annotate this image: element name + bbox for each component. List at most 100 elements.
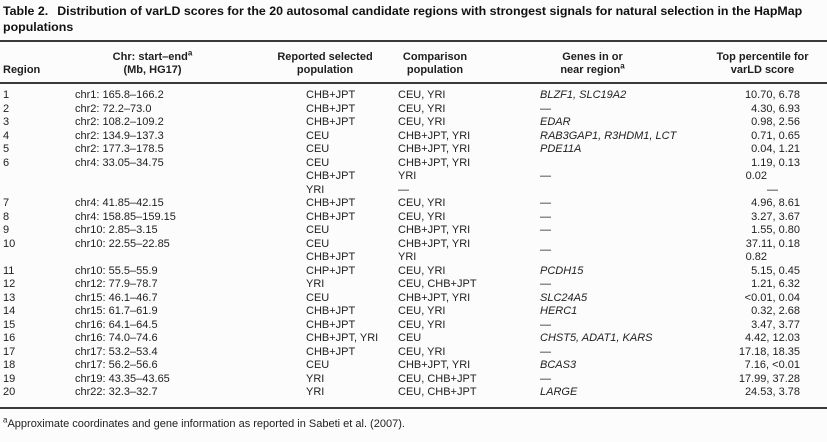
title-divider	[0, 40, 827, 42]
selected-population-cell: YRI	[306, 278, 325, 290]
region-cell: 19	[3, 372, 16, 385]
selected-population-cell: YRI	[306, 372, 325, 385]
population-line: CHB+JPT CEU, YRI	[306, 89, 540, 103]
population-lines: CHP+JPT CEU, YRI	[306, 265, 540, 279]
percentile-value: 0.71, 0.65	[751, 129, 800, 142]
population-line: CHB+JPT CEU, YRI	[306, 197, 540, 211]
selected-population-cell: CEU	[306, 156, 330, 169]
gene-names: RAB3GAP1, R3HDM1, LCT	[540, 129, 677, 142]
table-title: Table 2. Distribution of varLD scores for…	[0, 0, 827, 35]
percentile-cell: 4.96, 8.61	[700, 197, 827, 211]
region-cell: 12	[3, 278, 16, 290]
genes-cell: —	[540, 238, 700, 265]
region-cell: 9	[3, 224, 10, 236]
percentile-cell: 17.18, 18.35	[700, 346, 827, 360]
comparison-population-cell: YRI	[398, 170, 417, 182]
population-line: CEU CHB+JPT, YRI	[306, 143, 540, 157]
percentile-cell: 5.15, 0.45	[700, 265, 827, 279]
table-row: 11 chr10: 55.5–55.9 CHP+JPT CEU, YRI PCDH15 5…	[0, 265, 827, 279]
table-row: 6 chr4: 33.05–34.75 CEU CHB+JPT, YRI CHB+JPT…	[0, 157, 827, 198]
percentile-cell: 3.47, 3.77	[700, 319, 827, 333]
selected-header-line2: population	[296, 64, 354, 76]
percentile-value: 3.27, 3.67	[751, 210, 800, 223]
gene-names: —	[540, 244, 551, 257]
genes-cell: —	[540, 197, 700, 211]
genes-cell: RAB3GAP1, R3HDM1, LCT	[540, 130, 700, 144]
chr-range-cell: chr19: 43.35–43.65	[75, 372, 170, 385]
percentile-value: 1.21, 6.32	[751, 278, 800, 290]
percentile-value: 3.47, 3.77	[751, 318, 800, 331]
comparison-population-cell: CEU, YRI	[398, 102, 446, 115]
table-caption-text: Distribution of varLD scores for the 20 …	[3, 4, 803, 34]
comparison-header-line1: Comparison	[402, 51, 468, 63]
table-row: 13 chr15: 46.1–46.7 CEU CHB+JPT, YRI SLC24A5…	[0, 292, 827, 306]
percentile-value: 1.55, 0.80	[751, 224, 800, 236]
genes-header-footnote-marker: a	[620, 61, 625, 71]
population-lines: CHB+JPT CEU, YRI	[306, 346, 540, 360]
chr-range-cell: chr16: 74.0–74.6	[75, 332, 158, 344]
selected-population-cell: CHB+JPT	[306, 170, 356, 182]
col-header-selected-population: Reported selected population	[250, 51, 400, 77]
comparison-population-cell: CEU	[398, 332, 422, 344]
selected-population-cell: CHP+JPT	[306, 264, 356, 277]
percentile-header-line1: Top percentile for	[716, 51, 809, 63]
table-row: 15 chr16: 64.1–64.5 CHB+JPT CEU, YRI — 3.47, …	[0, 319, 827, 333]
genes-cell: CHST5, ADAT1, KARS	[540, 332, 700, 346]
genes-cell: —	[540, 224, 700, 238]
region-cell: 20	[3, 386, 16, 398]
percentile-value: 0.04, 1.21	[751, 143, 800, 155]
region-cell: 3	[3, 116, 10, 128]
percentile-cell: 1.21, 6.32	[700, 278, 827, 292]
population-line: CEU CHB+JPT, YRI	[306, 359, 540, 373]
footnote-text: Approximate coordinates and gene informa…	[7, 417, 405, 430]
selected-population-cell: CHB+JPT	[306, 102, 356, 115]
genes-cell: —	[540, 103, 700, 117]
percentile-value: —	[767, 183, 778, 196]
table-body: 1 chr1: 165.8–166.2 CHB+JPT CEU, YRI BLZF1, …	[0, 84, 827, 407]
population-lines: CHB+JPT CEU, YRI	[306, 211, 540, 225]
percentile-cell: 1.55, 0.80	[700, 224, 827, 238]
comparison-population-cell: CHB+JPT, YRI	[398, 291, 471, 304]
chr-range-cell: chr1: 165.8–166.2	[75, 89, 164, 101]
population-line: CEU CHB+JPT, YRI	[306, 224, 540, 238]
percentile-cell: 37.11, 0.18 0.82	[700, 238, 827, 265]
region-cell: 6	[3, 156, 10, 169]
percentile-value: 0.98, 2.56	[751, 116, 800, 128]
percentile-cell: 7.16, <0.01	[700, 359, 827, 373]
population-line: YRI —	[306, 184, 540, 198]
region-cell: 5	[3, 143, 10, 155]
population-line: CHB+JPT, YRI CEU	[306, 332, 540, 346]
table-row: 19 chr19: 43.35–43.65 YRI CEU, CHB+JPT — 17.9…	[0, 373, 827, 387]
comparison-header-line2: population	[406, 64, 464, 76]
selected-population-cell: CEU	[306, 143, 330, 155]
population-line: YRI CEU, CHB+JPT	[306, 386, 540, 400]
population-lines: CHB+JPT CEU, YRI	[306, 103, 540, 117]
genes-cell: —	[540, 211, 700, 225]
table-row: 5 chr2: 177.3–178.5 CEU CHB+JPT, YRI PDE11A 0…	[0, 143, 827, 157]
percentile-value: <0.01, 0.04	[744, 291, 800, 304]
table-header-row: Region Chr: start–enda (Mb, HG17) Report…	[0, 42, 827, 82]
population-lines: CEU CHB+JPT, YRI	[306, 130, 540, 144]
table-row: 2 chr2: 72.2–73.0 CHB+JPT CEU, YRI — 4.30, 6.…	[0, 103, 827, 117]
col-header-genes: Genes in or near regiona	[520, 51, 665, 77]
col-header-percentile: Top percentile for varLD score	[690, 51, 827, 77]
percentile-cell: 24.53, 3.78	[700, 386, 827, 400]
comparison-population-cell: YRI	[398, 251, 417, 263]
gene-names: BLZF1, SLC19A2	[540, 89, 627, 101]
percentile-cell: 4.30, 6.93	[700, 103, 827, 117]
population-line: CHB+JPT CEU, YRI	[306, 116, 540, 130]
population-line: CEU CHB+JPT, YRI	[306, 157, 540, 171]
table-row: 10 chr10: 22.55–22.85 CEU CHB+JPT, YRI CHB+J…	[0, 238, 827, 265]
comparison-population-cell: CEU, YRI	[398, 318, 446, 331]
gene-names: —	[540, 278, 551, 290]
gene-names: SLC24A5	[540, 291, 588, 304]
region-cell: 15	[3, 318, 16, 331]
selected-population-cell: YRI	[306, 183, 325, 196]
chr-range-cell: chr15: 46.1–46.7	[75, 291, 158, 304]
gene-names: —	[540, 372, 551, 385]
region-cell: 11	[3, 264, 15, 277]
population-lines: YRI CEU, CHB+JPT	[306, 278, 540, 292]
chr-range-cell: chr2: 108.2–109.2	[75, 116, 164, 128]
comparison-population-cell: CEU, YRI	[398, 305, 446, 317]
table-row: 4 chr2: 134.9–137.3 CEU CHB+JPT, YRI RAB3GAP…	[0, 130, 827, 144]
